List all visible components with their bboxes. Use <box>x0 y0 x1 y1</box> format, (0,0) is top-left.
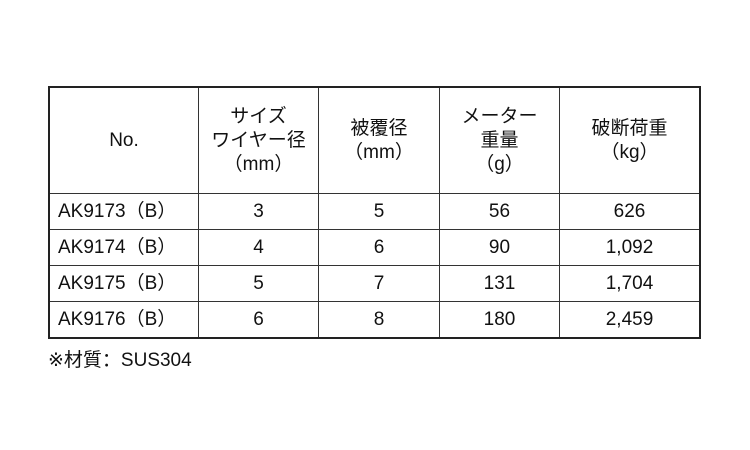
cell-coating-diameter: 5 <box>318 193 440 230</box>
header-line: 重量 <box>480 129 519 151</box>
spec-table: No. サイズ ワイヤー径 （mm） 被覆径 （mm） メーター 重量 （g） … <box>48 86 701 339</box>
cell-breaking-load: 1,704 <box>559 265 701 302</box>
cell-wire-size: 4 <box>198 229 319 266</box>
header-line: （mm） <box>223 153 294 175</box>
cell-meter-weight: 56 <box>439 193 560 230</box>
header-no: No. <box>48 86 199 194</box>
table-row: AK9175（B） 5 7 131 1,704 <box>48 265 701 302</box>
table-row: AK9176（B） 6 8 180 2,459 <box>48 301 701 339</box>
cell-breaking-load: 2,459 <box>559 301 701 339</box>
cell-meter-weight: 180 <box>439 301 560 339</box>
header-line: （kg） <box>600 141 659 163</box>
cell-no: AK9174（B） <box>48 229 199 266</box>
cell-coating-diameter: 6 <box>318 229 440 266</box>
header-coating-diameter: 被覆径 （mm） <box>318 86 440 194</box>
cell-meter-weight: 131 <box>439 265 560 302</box>
table-row: AK9174（B） 4 6 90 1,092 <box>48 229 701 266</box>
header-line: No. <box>109 129 139 151</box>
cell-no: AK9173（B） <box>48 193 199 230</box>
cell-no: AK9175（B） <box>48 265 199 302</box>
header-line: ワイヤー径 <box>211 129 306 151</box>
table-row: AK9173（B） 3 5 56 626 <box>48 193 701 230</box>
cell-wire-size: 3 <box>198 193 319 230</box>
header-line: 破断荷重 <box>591 117 668 139</box>
cell-breaking-load: 626 <box>559 193 701 230</box>
cell-meter-weight: 90 <box>439 229 560 266</box>
header-line: メーター <box>461 105 538 127</box>
cell-coating-diameter: 7 <box>318 265 440 302</box>
cell-coating-diameter: 8 <box>318 301 440 339</box>
header-line: （g） <box>475 153 524 175</box>
header-row: No. サイズ ワイヤー径 （mm） 被覆径 （mm） メーター 重量 （g） … <box>48 86 701 194</box>
material-note: ※材質：SUS304 <box>48 350 192 371</box>
header-line: （mm） <box>344 141 414 163</box>
header-line: サイズ <box>230 105 287 127</box>
cell-wire-size: 5 <box>198 265 319 302</box>
header-line: 被覆径 <box>350 117 408 139</box>
header-wire-size: サイズ ワイヤー径 （mm） <box>198 86 319 194</box>
cell-breaking-load: 1,092 <box>559 229 701 266</box>
header-breaking-load: 破断荷重 （kg） <box>559 86 701 194</box>
cell-no: AK9176（B） <box>48 301 199 339</box>
cell-wire-size: 6 <box>198 301 319 339</box>
header-meter-weight: メーター 重量 （g） <box>439 86 560 194</box>
